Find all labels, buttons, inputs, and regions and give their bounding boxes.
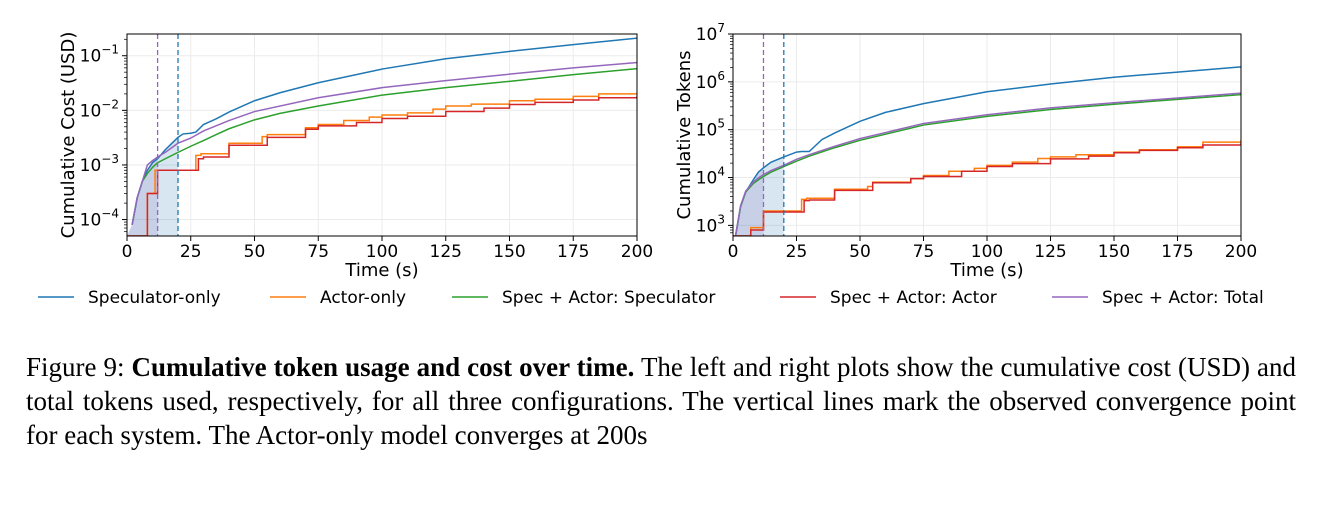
legend-label-4: Spec + Actor: Total: [1102, 288, 1264, 308]
convergence-shade-0: [127, 158, 158, 236]
caption-bold-title: Cumulative token usage and cost over tim…: [131, 352, 635, 382]
y-tick-label: 105: [696, 117, 725, 141]
legend: Speculator-only Actor-only Spec + Actor: S…: [38, 288, 1264, 308]
x-tick-label: 50: [244, 242, 266, 262]
y-tick-label: 103: [696, 212, 725, 236]
x-tick-label: 175: [557, 242, 589, 262]
x-tick-label: 0: [728, 242, 739, 262]
x-axis-label: Time (s): [949, 260, 1023, 281]
figure-caption: Figure 9: Cumulative token usage and cos…: [26, 350, 1296, 452]
y-tick-label: 106: [696, 69, 725, 93]
series-line-3: [127, 95, 637, 236]
convergence-shade-0: [733, 167, 764, 236]
tokens-chart: 0 25 50 75 100 125 150 175 200 103 104 105 106 107 Tim…: [674, 21, 1257, 281]
series-line-4: [131, 61, 637, 225]
legend-label-1: Actor-only: [320, 288, 406, 308]
legend-label-2: Spec + Actor: Speculator: [502, 288, 715, 308]
x-tick-label: 50: [849, 242, 871, 262]
plot-area: [733, 66, 1241, 236]
convergence-shade-1: [127, 137, 178, 236]
series-line-0: [734, 66, 1241, 236]
plot-area: [127, 37, 637, 236]
x-tick-label: 100: [971, 242, 1003, 262]
x-tick-label: 75: [307, 242, 329, 262]
y-tick-label: 107: [696, 21, 725, 45]
series-line-1: [127, 92, 637, 236]
series-line-2: [734, 93, 1241, 236]
y-tick-label: 10−3: [80, 152, 119, 176]
y-tick-label: 104: [696, 165, 725, 189]
x-tick-label: 25: [180, 242, 202, 262]
y-tick-label: 10−4: [80, 207, 119, 231]
series-line-3: [733, 141, 1241, 236]
x-tick-label: 25: [786, 242, 808, 262]
caption-prefix: Figure 9:: [26, 352, 132, 382]
x-tick-label: 0: [122, 242, 133, 262]
legend-label-0: Speculator-only: [88, 288, 221, 308]
y-axis-label: Cumulative Cost (USD): [58, 32, 79, 239]
caption-body: The left and right plots show the cumula…: [26, 352, 1296, 450]
cost-chart: 0 25 50 75 100 125 150 175 200 10−4 10−3 10−2 10−1 Ti…: [58, 32, 653, 281]
x-tick-label: 125: [1034, 242, 1066, 262]
x-tick-label: 200: [1225, 242, 1257, 262]
legend-label-3: Spec + Actor: Actor: [830, 288, 997, 308]
x-tick-label: 150: [1098, 242, 1130, 262]
series-line-0: [131, 37, 637, 225]
x-tick-label: 75: [913, 242, 935, 262]
y-tick-label: 10−2: [80, 97, 119, 121]
x-tick-label: 200: [621, 242, 653, 262]
x-axis-label: Time (s): [344, 260, 418, 281]
y-axis-label: Cumulative Tokens: [674, 50, 695, 219]
y-tick-label: 10−1: [80, 43, 119, 67]
x-tick-label: 125: [430, 242, 462, 262]
series-line-4: [734, 92, 1241, 236]
x-tick-label: 150: [493, 242, 525, 262]
x-tick-label: 100: [366, 242, 398, 262]
series-line-2: [131, 67, 637, 225]
x-tick-label: 175: [1161, 242, 1193, 262]
convergence-shade-1: [733, 156, 784, 236]
